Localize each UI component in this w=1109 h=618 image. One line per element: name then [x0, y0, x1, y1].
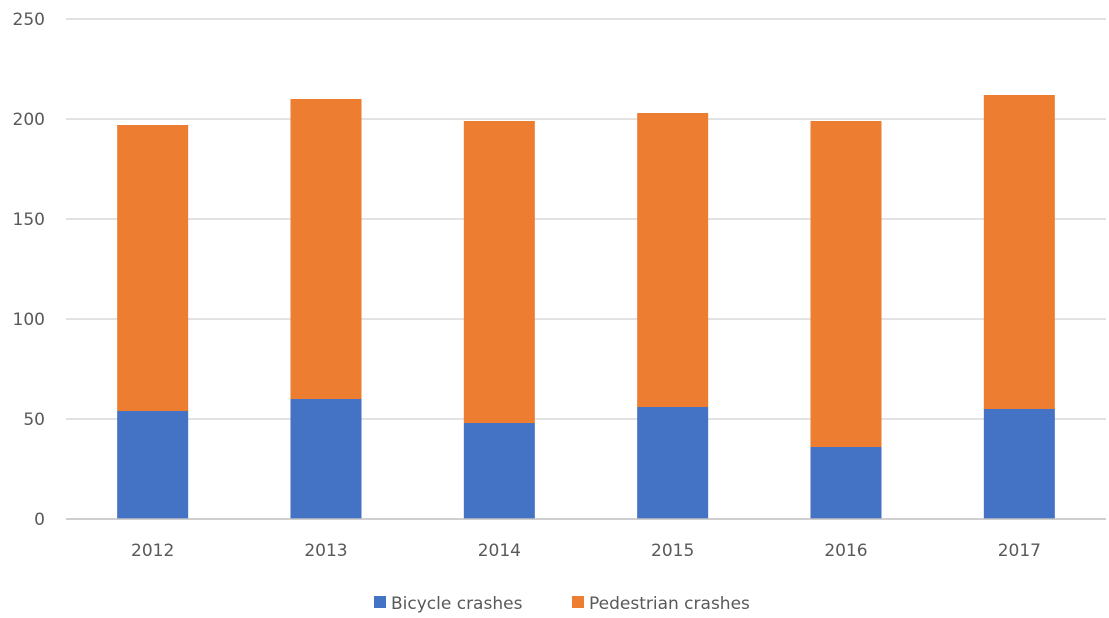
y-tick-label: 150: [13, 210, 45, 230]
gridlines: [66, 18, 1106, 420]
x-axis-tick-labels: 2012 2013 2014 2015 2016 2017: [131, 541, 1041, 561]
legend-swatch-bicycle-crashes: [374, 596, 386, 608]
bar-bicycle-crashes-2017: [983, 409, 1055, 519]
x-tick-label: 2016: [824, 541, 867, 561]
legend-swatch-pedestrian-crashes: [572, 596, 584, 608]
bars: [117, 95, 1055, 519]
legend-label: Pedestrian crashes: [589, 594, 750, 614]
x-tick-label: 2014: [478, 541, 521, 561]
y-tick-label: 0: [34, 510, 45, 530]
bar-bicycle-crashes-2016: [810, 447, 882, 519]
x-tick-label: 2015: [651, 541, 694, 561]
y-tick-label: 100: [13, 310, 45, 330]
y-tick-label: 250: [13, 10, 45, 30]
bar-bicycle-crashes-2012: [117, 411, 189, 519]
bar-bicycle-crashes-2015: [637, 407, 709, 519]
bar-bicycle-crashes-2013: [290, 399, 362, 519]
y-tick-label: 50: [23, 410, 45, 430]
bar-pedestrian-crashes-2012: [117, 125, 189, 411]
legend: Bicycle crashes Pedestrian crashes: [374, 594, 750, 614]
bar-pedestrian-crashes-2015: [637, 113, 709, 407]
x-tick-label: 2012: [131, 541, 174, 561]
x-tick-label: 2017: [998, 541, 1041, 561]
bar-pedestrian-crashes-2013: [290, 99, 362, 399]
bar-pedestrian-crashes-2017: [983, 95, 1055, 409]
bar-bicycle-crashes-2014: [463, 423, 535, 519]
y-tick-label: 200: [13, 110, 45, 130]
bar-pedestrian-crashes-2016: [810, 121, 882, 447]
x-tick-label: 2013: [304, 541, 347, 561]
y-axis-tick-labels: 0 50 100 150 200 250: [13, 10, 45, 530]
bar-pedestrian-crashes-2014: [463, 121, 535, 423]
legend-label: Bicycle crashes: [391, 594, 523, 614]
